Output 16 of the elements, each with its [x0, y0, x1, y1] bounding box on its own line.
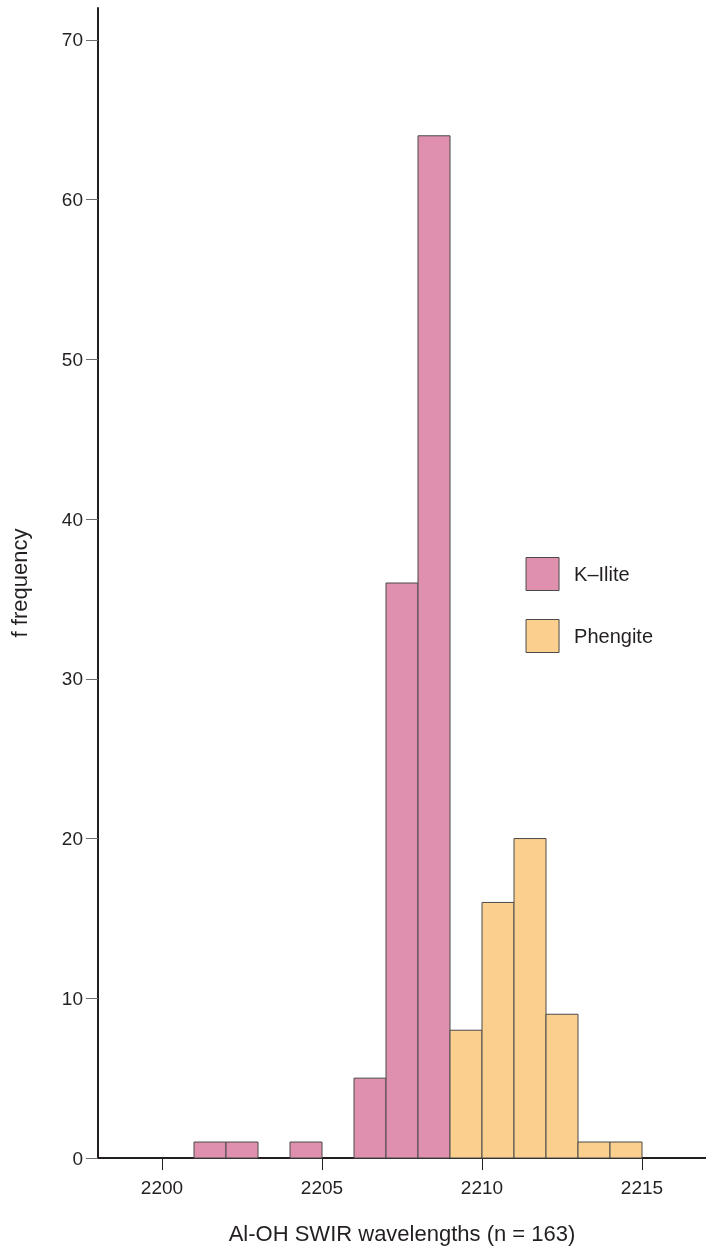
y-tick-label: 30: [61, 668, 83, 690]
x-tick-label: 2205: [300, 1177, 344, 1198]
y-tick-label: 70: [61, 29, 83, 51]
y-axis-title: f frequency: [6, 528, 32, 638]
y-tick-label: 10: [61, 987, 83, 1009]
legend-label: Phengite: [574, 625, 654, 647]
y-tick-label: 20: [61, 828, 83, 850]
y-tick-label: 50: [61, 348, 83, 370]
x-tick-label: 2210: [460, 1177, 504, 1198]
x-tick-label: 2215: [620, 1177, 664, 1198]
x-tick-label: 2200: [140, 1177, 184, 1198]
y-tick-label: 0: [72, 1147, 83, 1169]
legend-label: K–Ilite: [574, 563, 630, 585]
y-tick-label: 60: [61, 189, 83, 211]
x-axis-title: Al-OH SWIR wavelengths (n = 163): [228, 1220, 576, 1246]
y-tick-label: 40: [61, 508, 83, 530]
